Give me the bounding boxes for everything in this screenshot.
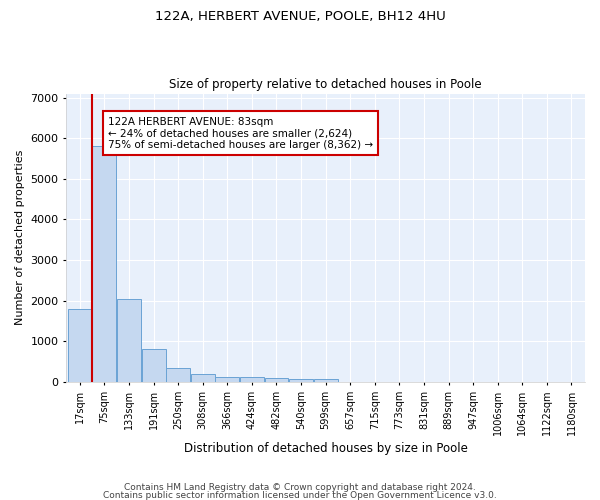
Bar <box>240 378 264 382</box>
Text: Contains public sector information licensed under the Open Government Licence v3: Contains public sector information licen… <box>103 490 497 500</box>
Bar <box>117 298 141 382</box>
X-axis label: Distribution of detached houses by size in Poole: Distribution of detached houses by size … <box>184 442 467 455</box>
Bar <box>191 374 215 382</box>
Bar <box>142 350 166 382</box>
Bar <box>166 368 190 382</box>
Y-axis label: Number of detached properties: Number of detached properties <box>15 150 25 326</box>
Bar <box>289 378 313 382</box>
Bar <box>314 379 338 382</box>
Title: Size of property relative to detached houses in Poole: Size of property relative to detached ho… <box>169 78 482 91</box>
Bar <box>92 146 116 382</box>
Bar <box>265 378 289 382</box>
Text: 122A HERBERT AVENUE: 83sqm
← 24% of detached houses are smaller (2,624)
75% of s: 122A HERBERT AVENUE: 83sqm ← 24% of deta… <box>108 116 373 150</box>
Text: 122A, HERBERT AVENUE, POOLE, BH12 4HU: 122A, HERBERT AVENUE, POOLE, BH12 4HU <box>155 10 445 23</box>
Text: Contains HM Land Registry data © Crown copyright and database right 2024.: Contains HM Land Registry data © Crown c… <box>124 484 476 492</box>
Bar <box>68 309 92 382</box>
Bar <box>215 377 239 382</box>
